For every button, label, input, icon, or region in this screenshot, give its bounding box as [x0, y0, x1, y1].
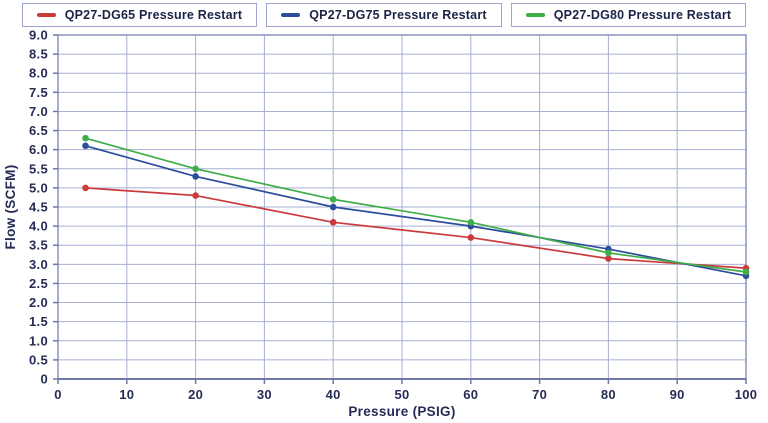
legend-item-qp27-dg80: QP27-DG80 Pressure Restart [510, 3, 747, 27]
x-axis-title: Pressure (PSIG) [348, 404, 455, 419]
gridlines [57, 34, 747, 380]
x-tick-label: 100 [735, 387, 758, 402]
legend-item-qp27-dg65: QP27-DG65 Pressure Restart [21, 3, 258, 27]
data-point [192, 165, 199, 173]
x-tick-label: 20 [188, 387, 203, 402]
legend: QP27-DG65 Pressure Restart QP27-DG75 Pres… [0, 3, 768, 27]
y-tick-label: 1.5 [29, 314, 48, 329]
x-tick-label: 40 [326, 387, 341, 402]
y-tick-label: 2.5 [29, 276, 48, 291]
legend-label: QP27-DG65 Pressure Restart [64, 8, 243, 22]
x-tick-label: 90 [670, 387, 685, 402]
data-point [329, 196, 337, 203]
data-point [329, 218, 337, 226]
legend-line-swatch [525, 13, 545, 17]
y-tick-label: 3.5 [29, 238, 48, 253]
axis-tick-labels: 0 10 20 30 40 50 60 70 80 90 100 0 0.5 1.0 1.5 2.0 2.5 3.… [29, 28, 757, 403]
series-qp27-dg80 [82, 134, 750, 276]
y-tick-label: 4.0 [29, 219, 48, 234]
x-tick-label: 60 [463, 387, 478, 402]
x-tick-label: 70 [532, 387, 547, 402]
y-tick-label: 4.5 [29, 200, 48, 215]
series-qp27-dg75 [82, 142, 750, 280]
legend-label: QP27-DG75 Pressure Restart [309, 8, 487, 22]
y-tick-label: 9.0 [29, 28, 48, 43]
y-tick-label: 2.0 [29, 295, 48, 310]
data-point [192, 173, 199, 180]
x-tick-label: 50 [394, 387, 409, 402]
y-axis-title: Flow (SCFM) [3, 164, 18, 249]
y-tick-label: 6.5 [29, 123, 48, 138]
data-point [82, 142, 89, 150]
y-tick-label: 8.0 [29, 66, 48, 81]
y-tick-label: 5.5 [29, 161, 48, 176]
legend-label: QP27-DG80 Pressure Restart [553, 8, 732, 22]
data-point [467, 218, 475, 226]
y-tick-label: 8.5 [29, 47, 48, 62]
data-point [82, 184, 89, 192]
y-tick-label: 0.5 [29, 352, 48, 367]
data-point [742, 268, 750, 276]
data-point [82, 134, 89, 142]
y-tick-label: 7.5 [29, 85, 48, 100]
data-point [192, 192, 199, 199]
data-point [605, 249, 612, 257]
data-point [605, 255, 612, 262]
x-tick-label: 80 [601, 387, 616, 402]
y-tick-label: 0 [40, 372, 48, 387]
y-tick-label: 3.0 [29, 257, 48, 272]
data-point [329, 203, 337, 211]
legend-item-qp27-dg75: QP27-DG75 Pressure Restart [266, 3, 502, 27]
y-tick-label: 6.0 [29, 142, 48, 157]
axis-ticks [53, 34, 747, 384]
legend-line-swatch [36, 13, 56, 17]
y-tick-label: 5.0 [29, 180, 48, 195]
y-tick-label: 1.0 [29, 333, 48, 348]
legend-line-swatch [281, 13, 301, 17]
x-tick-label: 30 [257, 387, 272, 402]
y-tick-label: 7.0 [29, 104, 48, 119]
x-tick-label: 0 [54, 387, 62, 402]
series-qp27-dg65 [82, 184, 750, 272]
x-tick-label: 10 [119, 387, 134, 402]
data-point [467, 234, 475, 241]
